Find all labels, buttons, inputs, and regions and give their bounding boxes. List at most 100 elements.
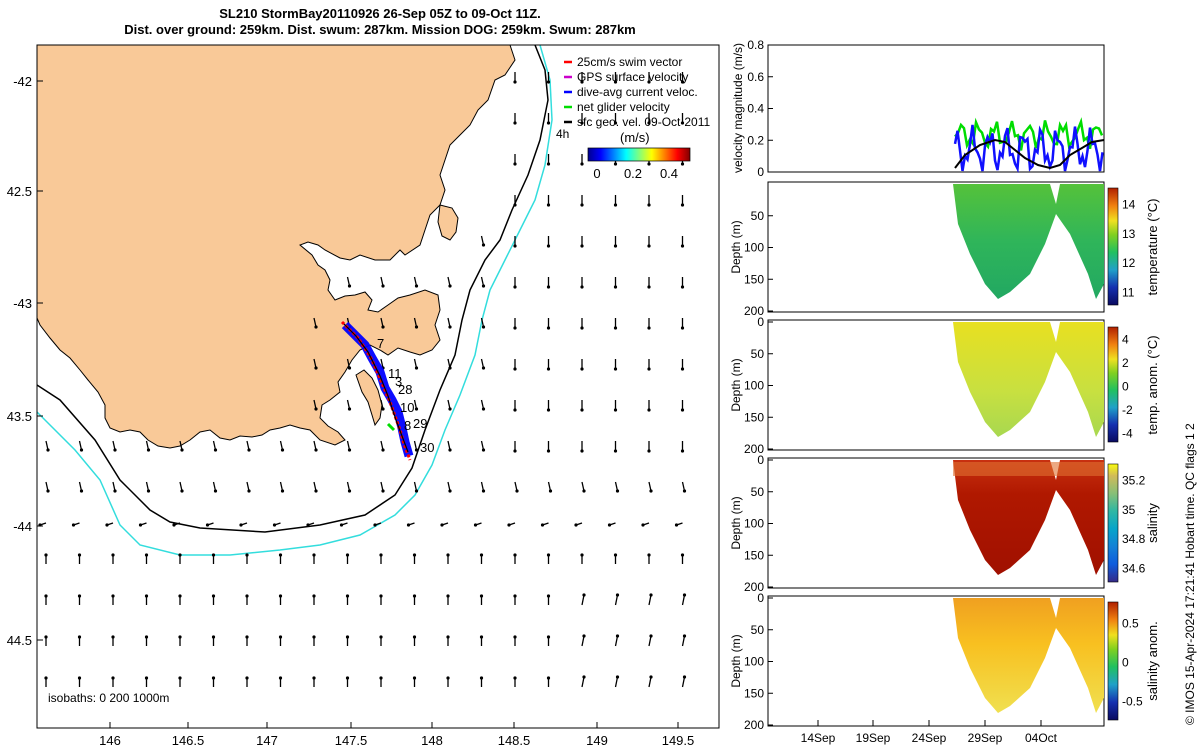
vector-head xyxy=(414,284,419,288)
vector-head xyxy=(473,523,478,527)
vector-head xyxy=(46,489,50,493)
vector-head xyxy=(507,523,511,527)
depth-tick-label: 0 xyxy=(757,315,764,329)
salinity-anomaly-panel xyxy=(767,595,1119,727)
vector-head xyxy=(479,553,484,557)
vector-head xyxy=(345,594,350,598)
velocity-frame xyxy=(767,44,1105,173)
vector-head xyxy=(546,244,551,248)
vector-head xyxy=(312,676,316,680)
vector-head xyxy=(613,553,618,557)
vector-head xyxy=(574,523,578,527)
vector-head xyxy=(680,121,685,125)
depth-tick-label: 50 xyxy=(751,209,765,223)
vector-head xyxy=(245,594,249,598)
vector-head xyxy=(513,244,517,248)
surface-velocity-line xyxy=(954,138,1105,170)
vector-head xyxy=(448,489,452,493)
vector-head xyxy=(379,594,383,598)
legend-item: dive-avg current veloc. xyxy=(577,85,698,99)
vector-head xyxy=(213,448,218,452)
colorbar-tick-label: -0.5 xyxy=(1122,695,1143,709)
vector-head xyxy=(613,367,618,371)
current-vector xyxy=(681,594,686,606)
vector-head xyxy=(682,675,687,679)
vector-head xyxy=(138,523,143,527)
vector-head xyxy=(414,325,419,329)
vector-head xyxy=(580,367,584,371)
current-vector xyxy=(648,676,652,688)
velocity-ylabel: velocity magnitude (m/s) xyxy=(731,43,745,173)
net-velocity-line xyxy=(954,117,1104,151)
vector-head xyxy=(446,553,450,557)
current-vector xyxy=(581,594,585,606)
vector-head xyxy=(647,244,651,248)
vector-head xyxy=(278,594,283,598)
vector-head xyxy=(77,635,82,639)
depth-tick-label: 50 xyxy=(751,623,765,637)
colorbar-tick-label: 35 xyxy=(1122,503,1136,517)
map-xtick-label: 147 xyxy=(256,733,278,748)
vector-head xyxy=(213,489,218,493)
glider-track xyxy=(340,320,414,461)
colorbar-tick-label: 0.2 xyxy=(624,166,642,181)
legend-item: 25cm/s swim vector xyxy=(577,55,682,69)
vector-head xyxy=(446,594,450,598)
colorbar-tick-label: 35.2 xyxy=(1122,474,1146,488)
vector-head xyxy=(615,489,620,493)
depth-tick-label: 100 xyxy=(744,517,764,531)
depth-tick-label: 200 xyxy=(744,442,764,456)
speed-colorbar xyxy=(587,147,691,162)
track-label: 3 xyxy=(395,374,402,389)
vector-head xyxy=(582,675,586,679)
vector-head xyxy=(580,408,584,412)
vector-head xyxy=(647,80,651,84)
vector-head xyxy=(347,489,352,493)
vector-head xyxy=(546,121,551,125)
vector-head xyxy=(312,553,316,557)
vector-head xyxy=(680,367,685,371)
vector-head xyxy=(613,203,618,207)
vector-head xyxy=(314,366,318,370)
vector-head xyxy=(647,367,651,371)
vector-head xyxy=(481,284,486,288)
vector-head xyxy=(247,489,251,493)
map-ytick-label: 44.5 xyxy=(7,633,32,648)
vector-head xyxy=(582,489,586,493)
temperature-panel xyxy=(767,181,1119,313)
vector-head xyxy=(79,448,84,452)
velocity-ytick-label: 0.6 xyxy=(747,70,764,84)
vector-head xyxy=(615,593,620,597)
vector-head xyxy=(680,326,685,330)
vector-head xyxy=(546,162,551,166)
track-label: 10 xyxy=(400,400,414,415)
dive-avg-velocity-line xyxy=(953,124,1104,174)
vector-head xyxy=(613,449,618,453)
vector-head xyxy=(347,448,352,452)
vector-head xyxy=(381,448,385,452)
legend-item: net glider velocity xyxy=(577,100,670,114)
map-xtick-label: 146 xyxy=(99,733,121,748)
colorbar-title: temperature (°C) xyxy=(1145,199,1160,296)
vector-head xyxy=(682,634,687,638)
velocity-panel: 0 0.2 0.4 0.6 0.8 velocity magnitude (m/s) xyxy=(731,38,1105,179)
vector-head xyxy=(278,553,283,557)
date-tick-label: 04Oct xyxy=(1025,731,1058,745)
map-axes: 146 146.5 147 147.5 148 148.5 149 149.5 -42 42.5 -… xyxy=(7,74,695,748)
vector-head xyxy=(278,676,283,680)
vector-head xyxy=(680,285,685,289)
depth-tick-label: 50 xyxy=(751,347,765,361)
vector-head xyxy=(513,162,517,166)
vector-head xyxy=(144,594,149,598)
vector-head xyxy=(44,594,48,598)
vector-head xyxy=(345,676,350,680)
isobath-1000m xyxy=(37,45,553,556)
vector-head xyxy=(178,594,182,598)
vector-head xyxy=(546,676,551,680)
track-label: 7 xyxy=(377,336,384,351)
vector-head xyxy=(245,635,249,639)
salinity-anomaly-colorbar xyxy=(1107,601,1119,721)
